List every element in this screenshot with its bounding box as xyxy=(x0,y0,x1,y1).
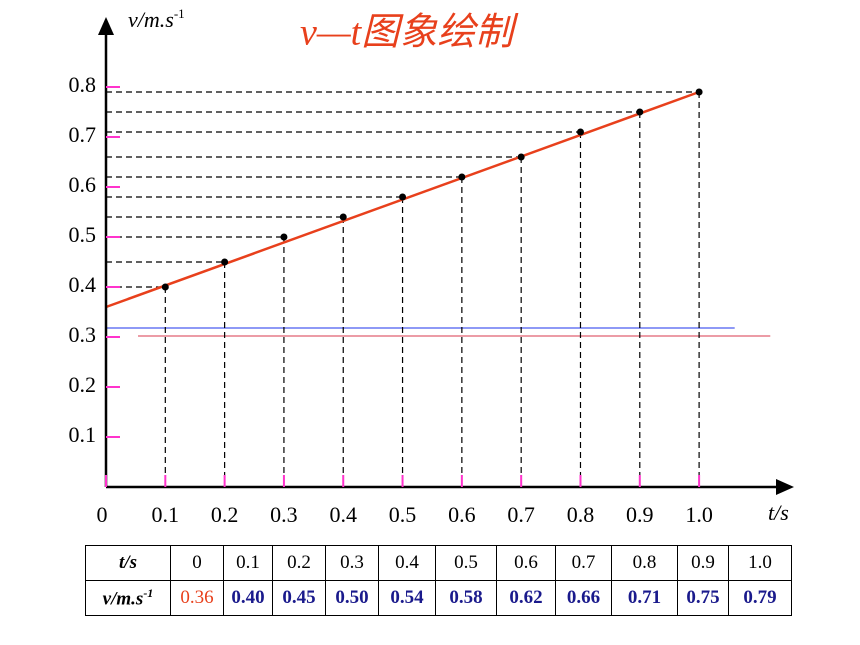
table-row: v/m.s-1 0.36 0.40 0.45 0.50 0.54 0.58 0.62 0.66 0… xyxy=(85,580,792,616)
table-cell: 0.71 xyxy=(611,580,678,616)
y-tick-label: 0.1 xyxy=(69,422,97,447)
x-tick-label: 0.8 xyxy=(567,502,595,527)
table-header-cell: 0.8 xyxy=(611,545,678,581)
table-header-cell: 0 xyxy=(170,545,224,581)
x-tick-label: 1.0 xyxy=(685,502,713,527)
table-cell: 0.54 xyxy=(378,580,436,616)
point xyxy=(695,88,703,96)
point xyxy=(399,193,407,201)
y-tick-label: 0.7 xyxy=(69,122,97,147)
point xyxy=(576,128,584,136)
x-tick-label: 0.3 xyxy=(270,502,298,527)
table-cell: 0.45 xyxy=(272,580,326,616)
table-cell: 0.40 xyxy=(223,580,273,616)
x-axis-label: t/s xyxy=(768,500,789,525)
table-row-label: v/m.s-1 xyxy=(85,580,171,616)
table-header-cell: 0.2 xyxy=(272,545,326,581)
x-tick-label: 0 xyxy=(97,502,108,527)
table-header-cell: 0.4 xyxy=(378,545,436,581)
y-tick-label: 0.8 xyxy=(69,72,97,97)
x-tick-label: 0.5 xyxy=(389,502,417,527)
point xyxy=(517,153,525,161)
row-label-sup: -1 xyxy=(143,585,154,600)
point xyxy=(161,283,169,291)
data-table: t/s 0 0.1 0.2 0.3 0.4 0.5 0.6 0.7 0.8 0.9 1.0 v/m.s… xyxy=(85,545,792,616)
x-tick-label: 0.1 xyxy=(152,502,180,527)
x-tick-label: 0.2 xyxy=(211,502,239,527)
table-cell: 0.36 xyxy=(170,580,224,616)
table-header-cell: 1.0 xyxy=(728,545,792,581)
table-header-cell: 0.3 xyxy=(325,545,379,581)
table-header-cell: 0.7 xyxy=(555,545,612,581)
point xyxy=(221,258,229,266)
point xyxy=(280,233,288,241)
table-cell: 0.75 xyxy=(677,580,729,616)
table-header-label: t/s xyxy=(85,545,171,581)
table-header-cell: 0.6 xyxy=(496,545,556,581)
table-cell: 0.66 xyxy=(555,580,612,616)
y-axis-label: v/m.s-1 xyxy=(128,6,185,32)
y-axis-label-text: v/m.s xyxy=(128,7,174,32)
table-header-cell: 0.1 xyxy=(223,545,273,581)
x-tick-label: 0.9 xyxy=(626,502,654,527)
y-axis-label-sup: -1 xyxy=(174,6,185,21)
point xyxy=(339,213,347,221)
x-tick-label: 0.6 xyxy=(448,502,476,527)
point xyxy=(636,108,644,116)
point xyxy=(458,173,466,181)
y-tick-label: 0.3 xyxy=(69,322,97,347)
x-axis-arrow xyxy=(776,479,794,495)
table-cell: 0.62 xyxy=(496,580,556,616)
y-axis-arrow xyxy=(98,17,114,35)
y-tick-label: 0.2 xyxy=(69,372,97,397)
table-header-row: t/s 0 0.1 0.2 0.3 0.4 0.5 0.6 0.7 0.8 0.9 1.0 xyxy=(85,545,792,581)
y-tick-label: 0.4 xyxy=(69,272,97,297)
x-tick-label: 0.7 xyxy=(507,502,535,527)
table-header-cell: 0.9 xyxy=(677,545,729,581)
table-cell: 0.50 xyxy=(325,580,379,616)
table-cell: 0.58 xyxy=(435,580,497,616)
table-cell: 0.79 xyxy=(728,580,792,616)
x-tick-label: 0.4 xyxy=(329,502,357,527)
table-header-cell: 0.5 xyxy=(435,545,497,581)
chart-title: v—t图象绘制 xyxy=(300,12,519,54)
y-tick-label: 0.5 xyxy=(69,222,97,247)
row-label-text: v/m.s xyxy=(102,588,144,610)
chart: v—t图象绘制 v/m.s-1 t/s 0 0.1 0.2 0.3 0.4 0.5 0.6 0… xyxy=(69,6,794,527)
y-tick-label: 0.6 xyxy=(69,172,97,197)
